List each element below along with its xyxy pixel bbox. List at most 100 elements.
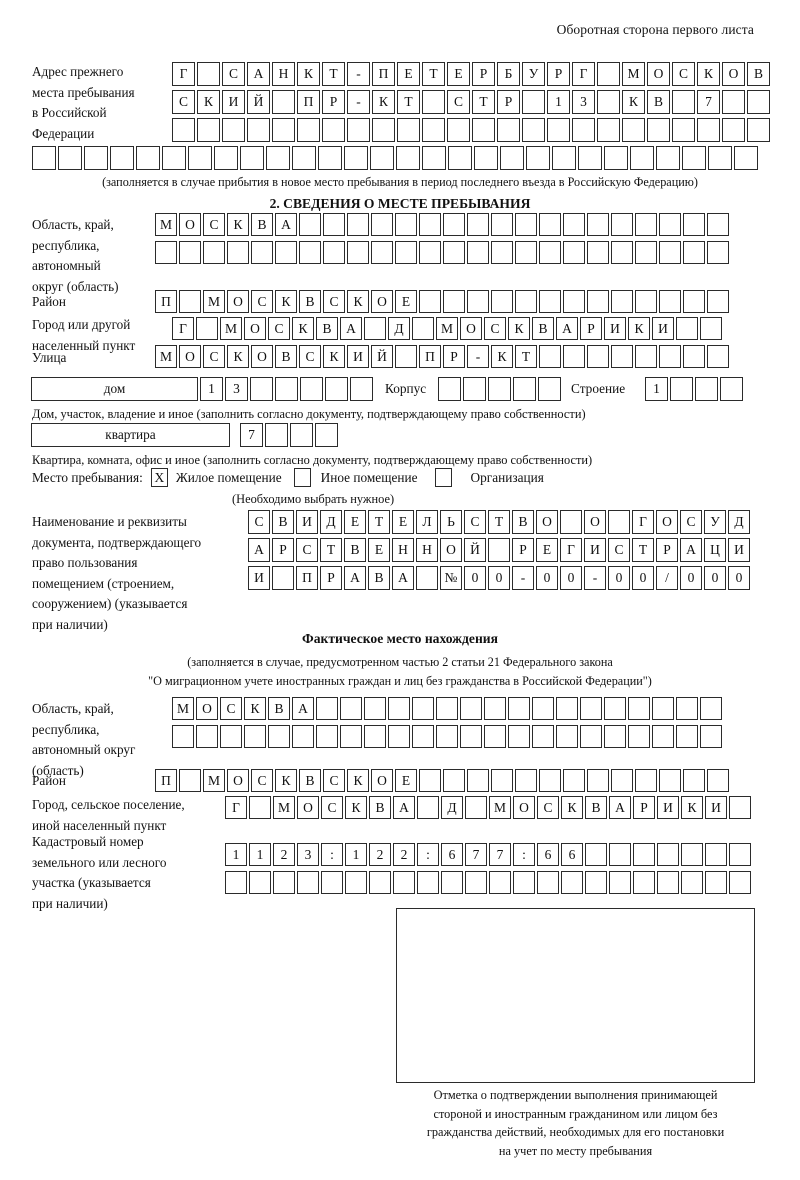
actual-region-cell[interactable] <box>412 725 434 748</box>
previous-address-cell[interactable] <box>722 90 745 114</box>
section2-region-row-2[interactable] <box>155 241 729 264</box>
cadastral-cell[interactable]: : <box>513 843 535 866</box>
document-cell[interactable] <box>416 566 438 590</box>
section2-city-cell[interactable] <box>412 317 434 340</box>
section2-city-cell[interactable]: В <box>532 317 554 340</box>
document-cell[interactable] <box>560 510 582 534</box>
document-cell[interactable]: С <box>608 538 630 562</box>
section2-city-cell[interactable]: К <box>628 317 650 340</box>
cadastral-row-2[interactable] <box>225 871 751 894</box>
previous-address-cell[interactable]: 3 <box>572 90 595 114</box>
document-cell[interactable]: Л <box>416 510 438 534</box>
cadastral-cell[interactable]: 2 <box>369 843 391 866</box>
actual-city-cell[interactable]: О <box>297 796 319 819</box>
actual-region-cell[interactable] <box>244 725 266 748</box>
previous-address-cell[interactable]: - <box>347 90 370 114</box>
actual-city-cell[interactable]: М <box>489 796 511 819</box>
section2-district-cell[interactable] <box>467 290 489 313</box>
actual-city-cell[interactable]: С <box>321 796 343 819</box>
section2-region-cell[interactable] <box>419 213 441 236</box>
previous-address-cell[interactable] <box>370 146 394 170</box>
previous-address-cell[interactable]: К <box>197 90 220 114</box>
stroenie-cells[interactable]: 1 <box>645 377 743 401</box>
section2-city-cell[interactable]: С <box>484 317 506 340</box>
actual-region-cell[interactable] <box>652 697 674 720</box>
section2-district-cell[interactable] <box>443 290 465 313</box>
section2-district-cell[interactable]: С <box>251 290 273 313</box>
section2-region-cell[interactable] <box>443 213 465 236</box>
section2-district-cell[interactable] <box>587 290 609 313</box>
document-cell[interactable]: В <box>272 510 294 534</box>
previous-address-cell[interactable] <box>500 146 524 170</box>
section2-city-cell[interactable]: И <box>652 317 674 340</box>
section2-district-cell[interactable] <box>611 290 633 313</box>
section2-street-cell[interactable]: - <box>467 345 489 368</box>
actual-district-cell[interactable]: С <box>251 769 273 792</box>
flat-number-cells[interactable]: 7 <box>240 423 338 447</box>
actual-region-cell[interactable]: О <box>196 697 218 720</box>
actual-district-cell[interactable]: В <box>299 769 321 792</box>
actual-region-cell[interactable] <box>508 697 530 720</box>
cadastral-cell[interactable]: 1 <box>249 843 271 866</box>
document-cell[interactable]: 0 <box>704 566 726 590</box>
previous-address-cell[interactable]: Б <box>497 62 520 86</box>
previous-address-cell[interactable]: А <box>247 62 270 86</box>
document-cell[interactable]: Д <box>320 510 342 534</box>
section2-region-cell[interactable]: С <box>203 213 225 236</box>
section2-region-cell[interactable] <box>611 213 633 236</box>
previous-address-row-4[interactable] <box>32 146 758 170</box>
section2-street-cell[interactable]: Й <box>371 345 393 368</box>
section2-region-cell[interactable] <box>707 241 729 264</box>
stroenie-cell[interactable] <box>720 377 743 401</box>
previous-address-cell[interactable] <box>572 118 595 142</box>
actual-district-cell[interactable]: С <box>323 769 345 792</box>
house-number-cell[interactable] <box>350 377 373 401</box>
actual-district-cell[interactable] <box>467 769 489 792</box>
previous-address-cell[interactable]: Р <box>497 90 520 114</box>
cadastral-cell[interactable] <box>489 871 511 894</box>
actual-city-cell[interactable]: Г <box>225 796 247 819</box>
stroenie-cell[interactable]: 1 <box>645 377 668 401</box>
section2-region-cell[interactable] <box>491 241 513 264</box>
previous-address-cell[interactable] <box>722 118 745 142</box>
house-number-cell[interactable]: 3 <box>225 377 248 401</box>
section2-street-cell[interactable] <box>635 345 657 368</box>
section2-region-cell[interactable] <box>395 213 417 236</box>
section2-region-cell[interactable] <box>659 213 681 236</box>
document-cell[interactable]: В <box>368 566 390 590</box>
section2-region-cell[interactable] <box>563 213 585 236</box>
actual-region-cell[interactable] <box>436 697 458 720</box>
previous-address-cell[interactable] <box>162 146 186 170</box>
document-cell[interactable]: И <box>248 566 270 590</box>
previous-address-cell[interactable] <box>682 146 706 170</box>
previous-address-cell[interactable] <box>647 118 670 142</box>
section2-district-cell[interactable] <box>659 290 681 313</box>
previous-address-cell[interactable]: С <box>672 62 695 86</box>
section2-street-cell[interactable]: К <box>491 345 513 368</box>
house-number-cell[interactable] <box>275 377 298 401</box>
previous-address-cell[interactable]: И <box>222 90 245 114</box>
previous-address-cell[interactable] <box>32 146 56 170</box>
section2-region-cell[interactable] <box>299 241 321 264</box>
section2-street-cell[interactable]: Р <box>443 345 465 368</box>
cadastral-cell[interactable]: 1 <box>225 843 247 866</box>
actual-region-row-2[interactable] <box>172 725 722 748</box>
cadastral-cell[interactable] <box>657 843 679 866</box>
document-cell[interactable]: № <box>440 566 462 590</box>
previous-address-cell[interactable] <box>622 118 645 142</box>
previous-address-cell[interactable]: Н <box>272 62 295 86</box>
previous-address-cell[interactable] <box>597 90 620 114</box>
section2-district-cell[interactable] <box>419 290 441 313</box>
section2-city-cell[interactable]: О <box>460 317 482 340</box>
actual-district-cell[interactable] <box>539 769 561 792</box>
cadastral-cell[interactable] <box>249 871 271 894</box>
actual-region-cell[interactable] <box>436 725 458 748</box>
section2-region-cell[interactable] <box>203 241 225 264</box>
previous-address-cell[interactable] <box>497 118 520 142</box>
section2-region-cell[interactable] <box>227 241 249 264</box>
section2-district-cell[interactable]: П <box>155 290 177 313</box>
actual-region-cell[interactable] <box>652 725 674 748</box>
